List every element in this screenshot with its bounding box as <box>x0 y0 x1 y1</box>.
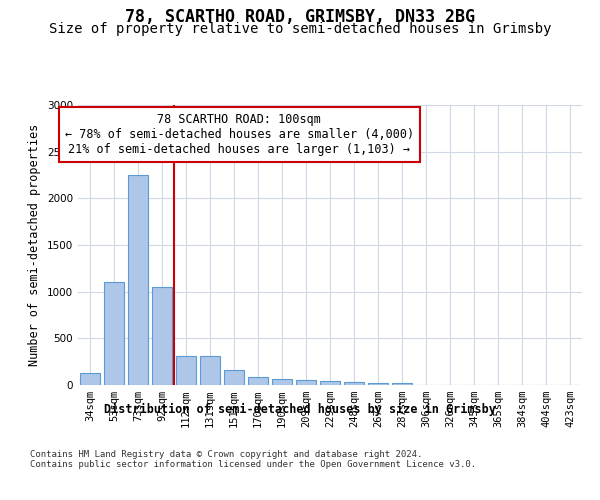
Bar <box>296 380 316 385</box>
Y-axis label: Number of semi-detached properties: Number of semi-detached properties <box>28 124 41 366</box>
Bar <box>200 356 220 385</box>
Text: Distribution of semi-detached houses by size in Grimsby: Distribution of semi-detached houses by … <box>104 402 496 415</box>
Bar <box>248 376 268 385</box>
Bar <box>104 282 124 385</box>
Bar <box>368 382 388 385</box>
Bar <box>344 382 364 385</box>
Bar <box>128 175 148 385</box>
Text: Contains HM Land Registry data © Crown copyright and database right 2024.
Contai: Contains HM Land Registry data © Crown c… <box>30 450 476 469</box>
Bar <box>272 379 292 385</box>
Text: 78 SCARTHO ROAD: 100sqm
← 78% of semi-detached houses are smaller (4,000)
21% of: 78 SCARTHO ROAD: 100sqm ← 78% of semi-de… <box>65 114 414 156</box>
Bar <box>80 373 100 385</box>
Text: 78, SCARTHO ROAD, GRIMSBY, DN33 2BG: 78, SCARTHO ROAD, GRIMSBY, DN33 2BG <box>125 8 475 26</box>
Bar <box>224 370 244 385</box>
Bar <box>392 383 412 385</box>
Bar <box>176 356 196 385</box>
Bar <box>320 382 340 385</box>
Bar <box>152 287 172 385</box>
Text: Size of property relative to semi-detached houses in Grimsby: Size of property relative to semi-detach… <box>49 22 551 36</box>
